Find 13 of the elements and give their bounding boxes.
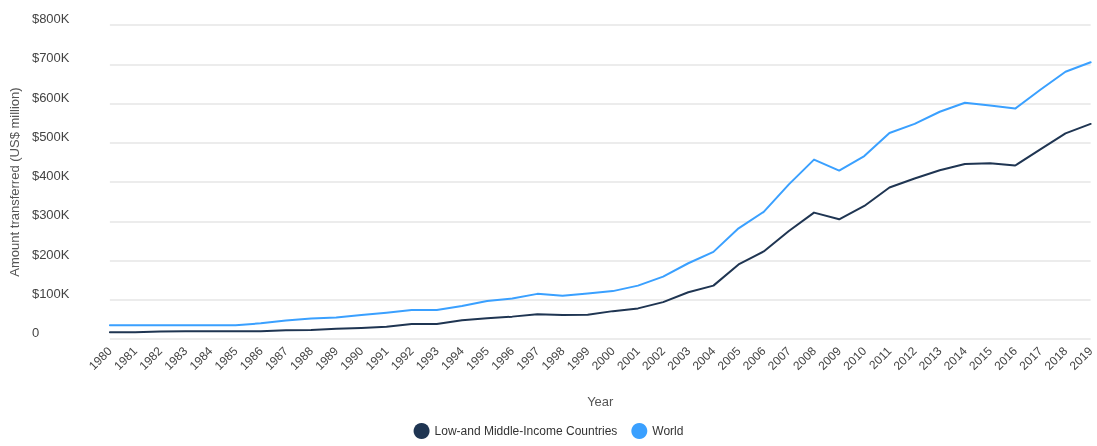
y-tick-label: $100K: [31, 285, 70, 301]
y-tick-label: $200K: [31, 246, 70, 262]
y-tick-label: $500K: [31, 128, 70, 144]
y-tick-label: $700K: [31, 50, 70, 66]
y-tick-label: $400K: [31, 168, 70, 183]
legend-label: Low-and Middle-Income Countries: [434, 424, 618, 438]
y-axis-title: Amount transferred (US$ million): [7, 87, 22, 277]
y-tick-label: $300K: [31, 207, 70, 223]
y-tick-label: $800K: [31, 11, 70, 26]
y-tick-label: 0: [31, 325, 40, 340]
x-axis-title: Year: [587, 394, 615, 409]
legend-label: World: [652, 424, 684, 438]
y-tick-label: $600K: [31, 89, 70, 105]
